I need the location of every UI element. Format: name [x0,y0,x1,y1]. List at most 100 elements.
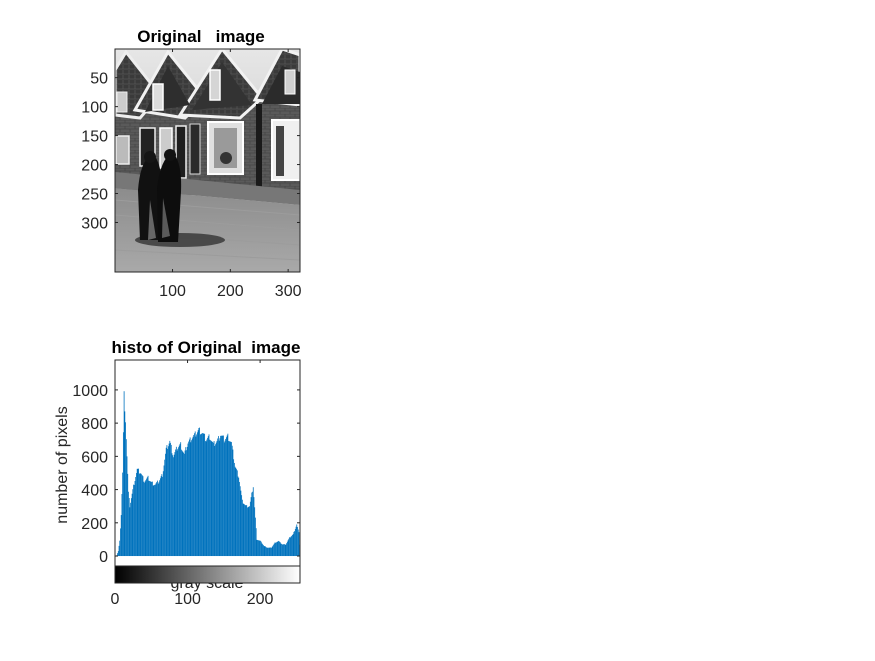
histogram-bar [238,478,239,556]
histogram-bar [201,434,202,556]
histogram-bar [208,436,209,556]
histogram-bar [165,454,166,556]
histogram-bar [191,440,192,556]
histogram-bar [169,444,170,556]
histogram-bar [211,441,212,556]
histogram-bar [123,432,124,556]
histogram-bar [252,492,253,556]
histogram-bar [207,438,208,556]
histogram-bar [135,481,136,556]
histogram-bar [271,548,272,556]
histogram-bar [162,477,163,556]
histogram-bar [222,436,223,556]
histogram-bar [131,498,132,556]
histogram-bar [203,433,204,556]
histogram-bar [188,442,189,556]
histogram-bar [257,540,258,556]
histogram-bar [173,457,174,556]
histogram-bar [140,473,141,556]
histogram-bar [283,544,284,556]
histogram-bar [209,440,210,556]
histogram-bar [293,532,294,556]
image-ytick-label: 250 [81,187,108,204]
histogram-bar [219,441,220,556]
histogram-bar [280,543,281,556]
histogram-bar [184,454,185,556]
histogram-bar [255,518,256,556]
histogram-bar [288,539,289,556]
histogram-bar [284,544,285,556]
histogram-bar [277,542,278,556]
histogram-bar [197,432,198,556]
histogram-bar [274,544,275,556]
histogram-bar [299,532,300,556]
histogram-bar [254,497,255,556]
grayscale-colorbar [115,566,300,583]
histogram-bar [276,542,277,556]
histogram-bar [153,486,154,556]
histogram-bar [172,455,173,556]
histogram-ytick-label: 1000 [72,383,108,400]
histogram-bar [223,436,224,556]
histogram-bar [204,434,205,556]
histogram-title: histo of Original image [112,338,301,357]
histogram-bar [248,507,249,556]
histogram-bar [251,493,252,556]
histogram-bar [174,452,175,556]
histogram-bar [224,442,225,556]
histogram-bar [148,476,149,556]
histogram-bar [122,494,123,556]
histogram-bar [281,544,282,556]
original-photo [115,49,300,272]
histogram-bar [264,546,265,556]
histogram-ylabel: number of pixels [54,406,71,523]
histogram-bar [151,482,152,556]
histogram-bar [220,436,221,556]
histogram-bar [178,447,179,556]
histogram-bar [194,433,195,556]
histogram-bar [180,442,181,556]
histogram-bar [186,450,187,556]
histogram-bar [250,502,251,556]
histogram-bar [129,498,130,556]
histogram-bar [134,485,135,556]
histogram-bar [230,441,231,556]
histogram-bar [227,435,228,556]
histogram-bar [292,535,293,556]
histogram-bar [153,485,154,556]
histogram-xtick-label: 0 [111,591,120,608]
histogram-bar [291,536,292,556]
histogram-xtick-label: 100 [174,591,201,608]
histogram-bar [161,474,162,556]
histogram-bar [161,476,162,556]
histogram-bar [155,485,156,556]
histogram-bar [261,542,262,556]
histogram-bar [242,500,243,556]
histogram-bar [253,487,254,556]
histogram-bar [139,474,140,556]
histogram-bar [239,482,240,556]
histogram-bar [213,443,214,556]
histogram-ytick-label: 800 [81,416,108,433]
histogram-bar [251,497,252,556]
histogram-bar [210,440,211,556]
histogram-bar [158,484,159,556]
histogram-bar [256,540,257,556]
histogram-bar [199,428,200,556]
histogram-bar [297,527,298,556]
histogram-bar [290,538,291,557]
histogram-bar [150,481,151,556]
histogram-bar [183,453,184,556]
image-axes: Original image [81,27,301,300]
histogram-bar [206,441,207,556]
histogram-bar [175,449,176,556]
histogram-bar [204,434,205,556]
histogram-bar [214,446,215,556]
histogram-bar [270,548,271,556]
histogram-bar [137,469,138,556]
histogram-bar [259,540,260,556]
histogram-xtick-label: 200 [247,591,274,608]
histogram-bar [234,463,235,556]
histogram-bar [124,411,125,556]
histogram-bar [246,506,247,557]
